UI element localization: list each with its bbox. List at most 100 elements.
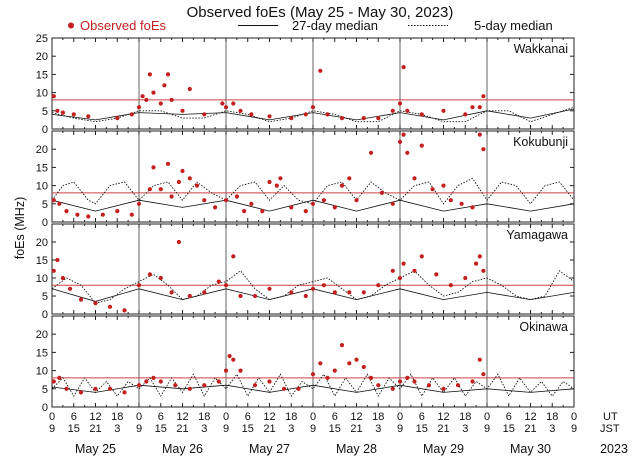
date-label: May 25 <box>75 442 116 456</box>
observed-point <box>405 375 410 380</box>
observed-point <box>64 386 69 391</box>
observed-point <box>470 205 475 210</box>
observed-point <box>397 139 403 144</box>
observed-point <box>169 194 174 199</box>
observed-point <box>289 116 294 121</box>
x-tick-label-jst: 21 <box>524 423 536 435</box>
x-tick-label-ut: 12 <box>263 411 275 423</box>
x-tick-label-ut: 0 <box>571 411 577 423</box>
x-tick-label-ut: 0 <box>484 411 490 423</box>
observed-point <box>158 275 163 281</box>
observed-point <box>278 176 283 181</box>
observed-point <box>234 194 239 199</box>
observed-point <box>57 201 62 206</box>
panels: 0 5 10 15 20 25 Wakkanai 0 5 10 15 20 Kokubunji 0 5 10 1… <box>36 33 575 414</box>
observed-point <box>441 108 446 113</box>
observed-point <box>140 94 145 99</box>
observed-point <box>176 179 181 185</box>
observed-point <box>71 112 76 117</box>
y-tick-label: 20 <box>36 51 48 63</box>
y-tick-label: 15 <box>36 162 48 174</box>
panel-okinawa: 0 5 10 15 20 Okinawa <box>36 315 575 414</box>
observed-point <box>318 68 323 73</box>
series-5day-median <box>51 177 575 205</box>
x-axis: 0961512211830961512211830961512211830961… <box>49 411 628 456</box>
observed-point <box>463 275 468 281</box>
observed-point <box>100 212 105 217</box>
observed-point <box>376 116 381 121</box>
observed-point <box>147 272 152 277</box>
observed-point <box>169 97 174 102</box>
x-tick-label-jst: 3 <box>375 423 381 435</box>
observed-point <box>441 386 446 391</box>
observed-point <box>379 190 384 195</box>
observed-point <box>147 187 152 192</box>
observed-point <box>151 165 156 170</box>
x-tick-label-jst: 21 <box>176 423 188 435</box>
x-tick-label-ut: 12 <box>350 411 362 423</box>
observed-point <box>339 183 345 188</box>
x-tick-label-ut: 12 <box>176 411 188 423</box>
observed-point <box>481 94 486 99</box>
observed-point <box>321 198 326 203</box>
observed-point <box>318 361 323 366</box>
x-tick-label-jst: 15 <box>242 423 254 435</box>
observed-point <box>144 379 149 384</box>
legend: Observed foEs 27-day median 5-day median <box>68 18 553 33</box>
observed-point <box>401 65 406 70</box>
observed-point <box>477 254 482 259</box>
observed-point <box>361 290 366 295</box>
observed-point <box>339 116 345 121</box>
observed-point <box>202 290 207 295</box>
observed-point <box>412 176 417 181</box>
observed-point <box>376 383 381 388</box>
x-tick-label-ut: 0 <box>310 411 316 423</box>
observed-point <box>136 283 142 288</box>
observed-point <box>227 353 232 359</box>
series-27day-median <box>51 199 575 212</box>
x-tick-label-ut: 18 <box>459 411 471 423</box>
observed-point <box>86 214 91 219</box>
observed-point <box>107 386 113 391</box>
x-tick-label-ut: 6 <box>419 411 425 423</box>
observed-point <box>332 368 337 373</box>
panel-kokubunji: 0 5 10 15 20 Kokubunji <box>36 130 575 229</box>
observed-point <box>325 375 330 380</box>
observed-point <box>252 293 258 299</box>
x-tick-label-jst: 9 <box>223 423 229 435</box>
observed-point <box>252 383 258 388</box>
legend-observed-marker <box>68 22 74 29</box>
jst-label: JST <box>600 423 620 435</box>
station-label: Yamagawa <box>506 228 568 242</box>
observed-point <box>187 386 192 391</box>
x-tick-label-jst: 15 <box>503 423 515 435</box>
observed-point <box>405 150 410 155</box>
observed-point <box>187 86 192 92</box>
observed-point <box>136 105 142 110</box>
observed-point <box>238 108 243 113</box>
observed-point <box>158 379 163 384</box>
observed-point <box>354 357 359 362</box>
observed-point <box>55 108 60 113</box>
observed-point <box>180 108 185 113</box>
x-tick-label-ut: 18 <box>111 411 123 423</box>
observed-point <box>51 94 56 99</box>
observed-point <box>267 379 272 384</box>
x-tick-label-ut: 12 <box>437 411 449 423</box>
observed-point <box>361 116 366 121</box>
y-tick-label: 5 <box>42 199 48 211</box>
observed-point <box>51 379 56 384</box>
observed-point <box>51 268 56 273</box>
legend-observed-label: Observed foEs <box>80 18 166 33</box>
x-tick-label-ut: 18 <box>372 411 384 423</box>
observed-point <box>448 198 453 203</box>
observed-point <box>303 293 308 299</box>
observed-point <box>419 112 424 117</box>
x-tick-label-ut: 0 <box>397 411 403 423</box>
observed-point <box>412 268 417 273</box>
y-tick-label: 5 <box>42 384 48 396</box>
x-tick-label-ut: 18 <box>546 411 558 423</box>
observed-point <box>202 112 207 117</box>
observed-point <box>223 368 229 373</box>
x-tick-label-ut: 6 <box>245 411 251 423</box>
